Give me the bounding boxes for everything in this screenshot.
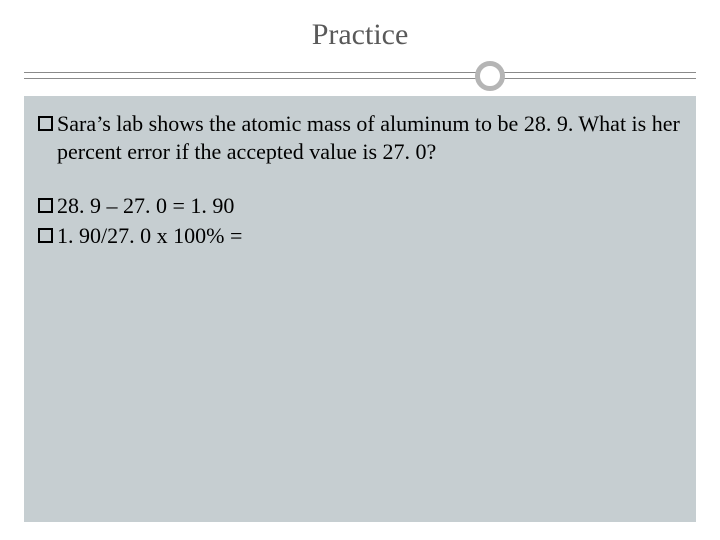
item-text: 28. 9 – 27. 0 = 1. 90: [57, 192, 682, 220]
list-item: 1. 90/27. 0 x 100% =: [38, 222, 682, 250]
list-item: 28. 9 – 27. 0 = 1. 90: [38, 192, 682, 220]
square-bullet-icon: [38, 116, 53, 131]
square-bullet-icon: [38, 228, 53, 243]
slide-title: Practice: [0, 18, 720, 52]
square-bullet-icon: [38, 198, 53, 213]
list-item: Sara’s lab shows the atomic mass of alum…: [38, 110, 682, 166]
item-text: Sara’s lab shows the atomic mass of alum…: [57, 110, 682, 166]
divider-circle-icon: [475, 61, 505, 91]
spacer: [38, 168, 682, 192]
slide: Practice Sara’s lab shows the atomic mas…: [0, 0, 720, 540]
divider-line-bottom: [24, 78, 696, 79]
content-box: Sara’s lab shows the atomic mass of alum…: [24, 96, 696, 522]
item-text: 1. 90/27. 0 x 100% =: [57, 222, 682, 250]
title-divider: [0, 60, 720, 92]
title-area: Practice: [0, 0, 720, 52]
divider-line-top: [24, 72, 696, 73]
